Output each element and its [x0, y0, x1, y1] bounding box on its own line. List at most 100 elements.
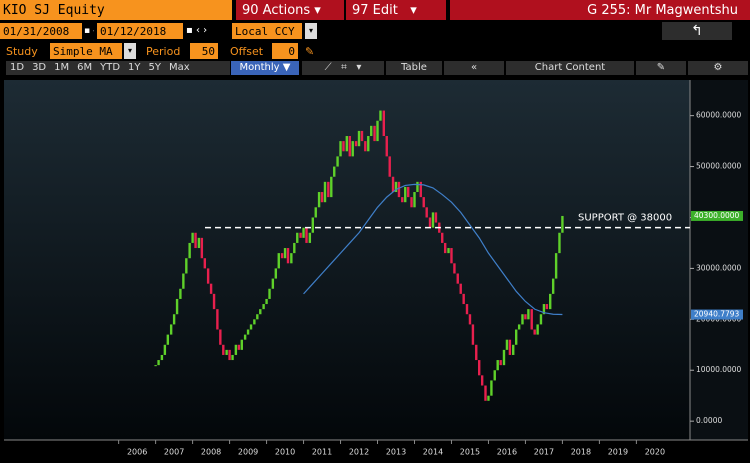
- chart-type-buttons[interactable]: ⟋ ⌗ ▾: [302, 61, 384, 75]
- frequency-text: Monthly: [239, 62, 280, 73]
- range-button[interactable]: YTD: [100, 62, 121, 73]
- candle: [194, 232, 197, 249]
- candle: [549, 293, 552, 310]
- chart-content-text: Chart Content: [534, 62, 606, 73]
- candle: [302, 227, 305, 238]
- candle: [373, 125, 376, 142]
- candle: [468, 314, 472, 325]
- start-date[interactable]: 01/31/2008: [0, 23, 82, 39]
- offset-field[interactable]: 0: [272, 43, 298, 59]
- candle: [179, 288, 182, 299]
- candle: [259, 309, 262, 315]
- x-tick-label: 2009: [238, 448, 258, 457]
- candle: [345, 136, 349, 152]
- candle: [339, 141, 342, 157]
- candle: [197, 237, 201, 249]
- candle: [237, 344, 241, 350]
- candle: [425, 207, 428, 218]
- candle: [367, 136, 370, 152]
- candle: [450, 248, 453, 264]
- back-button[interactable]: ↰: [662, 22, 732, 40]
- candle: [283, 248, 287, 259]
- candle: [443, 242, 447, 254]
- candle: [394, 181, 398, 193]
- calendar-icon[interactable]: ▪ -: [84, 25, 94, 36]
- candle: [182, 273, 185, 289]
- y-tick-label: 0.0000: [696, 416, 722, 425]
- candle: [166, 334, 170, 345]
- candle: [487, 395, 490, 401]
- table-button[interactable]: Table: [386, 61, 442, 75]
- candle: [456, 273, 459, 284]
- candle: [169, 324, 173, 335]
- range-button[interactable]: 3D: [32, 62, 47, 73]
- settings-button[interactable]: ⚙: [688, 61, 748, 75]
- range-button[interactable]: 1D: [10, 62, 25, 73]
- range-button[interactable]: 6M: [77, 62, 93, 73]
- candle: [422, 197, 425, 208]
- study-field[interactable]: Simple MA: [50, 43, 122, 59]
- candle: [382, 110, 385, 137]
- axis-background: [690, 80, 748, 440]
- candle: [296, 232, 299, 243]
- candle: [357, 130, 361, 147]
- pen-icon[interactable]: ✎: [305, 44, 315, 58]
- collapse-button[interactable]: «: [444, 61, 504, 75]
- edit-menu[interactable]: 97 Edit ▾: [346, 0, 446, 20]
- candle: [478, 360, 481, 376]
- ma-label: 20940.7793: [694, 310, 740, 319]
- date-nav[interactable]: ▪ ‹ ›: [186, 25, 208, 36]
- candle: [416, 181, 419, 193]
- range-button[interactable]: 1M: [54, 62, 70, 73]
- candle: [336, 156, 339, 167]
- moving-average: [303, 183, 563, 316]
- study-drop[interactable]: ▾: [124, 43, 136, 59]
- support-label: SUPPORT @ 38000: [578, 213, 672, 224]
- actions-menu[interactable]: 90 Actions ▾: [236, 0, 344, 20]
- actions-text: 90 Actions: [242, 2, 311, 18]
- x-tick-label: 2007: [164, 448, 184, 457]
- candle: [323, 181, 327, 203]
- candle: [441, 232, 444, 243]
- currency-drop[interactable]: ▾: [305, 23, 317, 39]
- range-button[interactable]: 5Y: [148, 62, 162, 73]
- candle: [191, 232, 194, 243]
- chart: 0.000010000.000020000.000030000.00004000…: [4, 80, 748, 457]
- candle: [209, 283, 213, 294]
- end-date[interactable]: 01/12/2018: [97, 23, 183, 39]
- currency-field[interactable]: Local CCY: [232, 23, 302, 39]
- candle: [536, 324, 539, 335]
- candle: [222, 344, 225, 355]
- candle: [521, 314, 524, 325]
- candle: [434, 212, 438, 223]
- range-button[interactable]: 1Y: [128, 62, 141, 73]
- period-field[interactable]: 50: [190, 43, 218, 59]
- candle: [246, 329, 250, 335]
- candle: [453, 263, 456, 274]
- candle: [157, 360, 160, 366]
- candle: [428, 217, 432, 228]
- candle: [172, 314, 176, 325]
- candle: [505, 339, 509, 350]
- candle: [376, 120, 379, 142]
- candle: [465, 304, 469, 315]
- candle: [243, 334, 247, 340]
- chart-content-button[interactable]: Chart Content: [506, 61, 634, 75]
- candle: [542, 304, 546, 315]
- candle: [333, 166, 336, 177]
- candle: [293, 242, 296, 254]
- x-tick-label: 2013: [386, 448, 406, 457]
- frequency-button[interactable]: Monthly ▼: [231, 61, 299, 75]
- candle: [234, 344, 238, 355]
- last-price-label: 40300.0000: [694, 211, 740, 220]
- candle: [228, 349, 231, 361]
- candle: [431, 212, 435, 228]
- period-label: Period: [146, 44, 181, 58]
- candle: [231, 354, 234, 361]
- candle: [558, 232, 561, 254]
- y-tick-label: 10000.0000: [696, 365, 742, 374]
- range-button[interactable]: Max: [169, 62, 190, 73]
- annotate-button[interactable]: ✎: [636, 61, 686, 75]
- x-tick-label: 2016: [497, 448, 517, 457]
- security-field[interactable]: KIO SJ Equity: [0, 0, 232, 20]
